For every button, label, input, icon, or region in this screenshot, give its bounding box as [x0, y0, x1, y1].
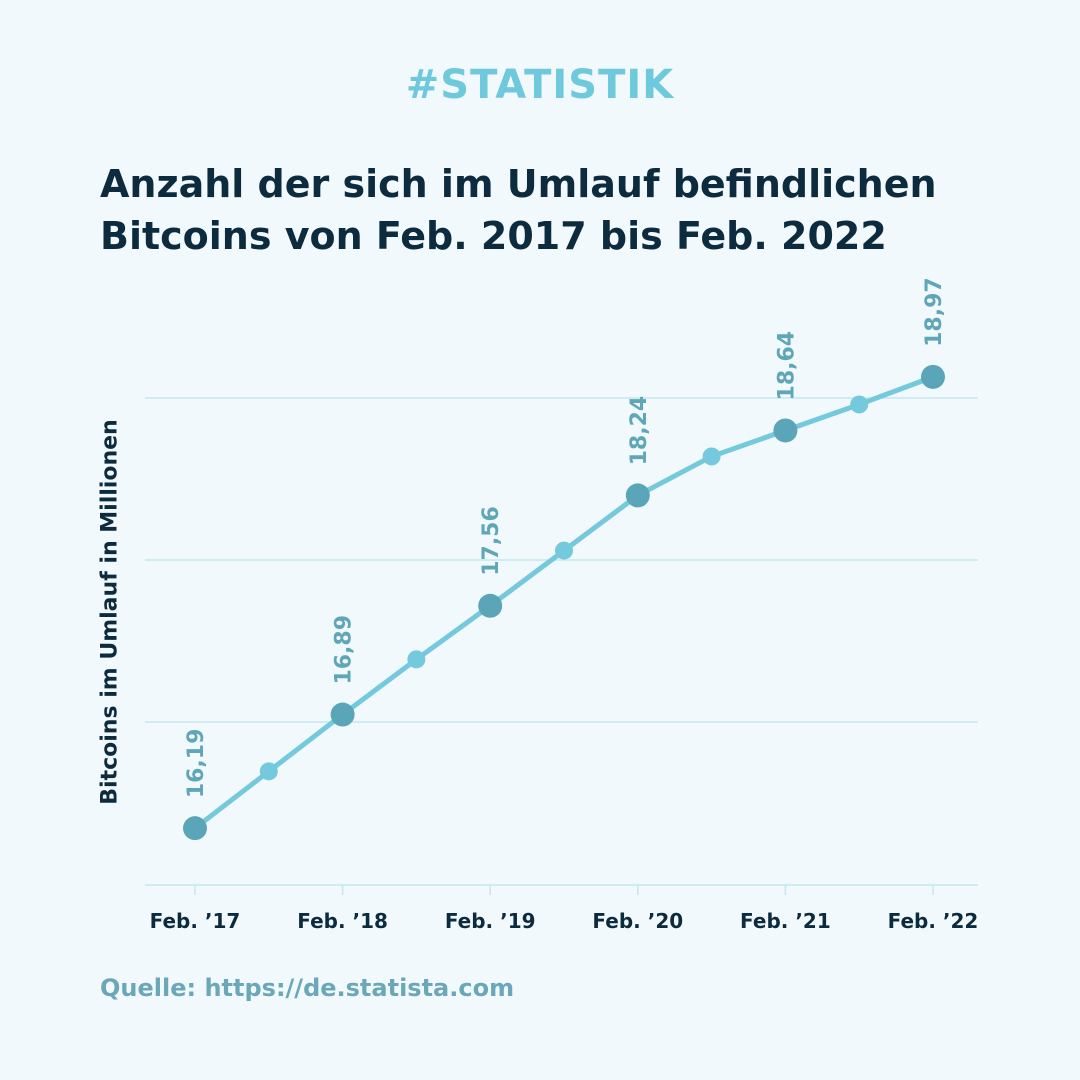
data-point-major [330, 702, 355, 727]
data-label: 17,56 [479, 506, 504, 576]
x-tick-label: Feb. ’22 [888, 909, 979, 933]
x-tick-label: Feb. ’20 [592, 909, 683, 933]
data-label: 16,19 [184, 729, 209, 799]
source-note: Quelle: https://de.statista.com [100, 974, 515, 1002]
x-tick-label: Feb. ’19 [445, 909, 536, 933]
data-point-major [773, 418, 798, 443]
data-label: 18,24 [627, 396, 652, 466]
chart-title: Anzahl der sich im Umlauf befindlichen B… [100, 158, 1000, 262]
hashtag: #STATISTIK [405, 62, 675, 108]
x-tick-label: Feb. ’17 [150, 909, 241, 933]
data-point-major [183, 816, 207, 841]
data-point-minor [702, 447, 721, 466]
x-tick-label: Feb. ’18 [297, 909, 388, 933]
data-label: 18,97 [922, 277, 947, 347]
data-point-minor [850, 395, 869, 414]
data-point-minor [555, 541, 573, 560]
data-series [183, 364, 945, 841]
data-labels: 16,19 16,89 17,56 18,24 18,64 18,97 [184, 277, 947, 798]
data-point-minor [407, 650, 426, 669]
chart-title-line-1: Anzahl der sich im Umlauf befindlichen [100, 162, 937, 206]
x-axis: Feb. ’17 Feb. ’18 Feb. ’19 Feb. ’20 Feb. ’21… [150, 885, 979, 933]
data-point-minor [259, 762, 278, 781]
data-label: 16,89 [332, 615, 357, 685]
data-point-major [478, 593, 503, 618]
data-point-major [921, 364, 945, 389]
chart-title-line-2: Bitcoins von Feb. 2017 bis Feb. 2022 [100, 214, 887, 258]
data-point-major [625, 483, 650, 508]
gridlines [145, 397, 978, 886]
x-tick-label: Feb. ’21 [740, 909, 831, 933]
data-label: 18,64 [774, 331, 799, 401]
series-line [192, 374, 936, 831]
